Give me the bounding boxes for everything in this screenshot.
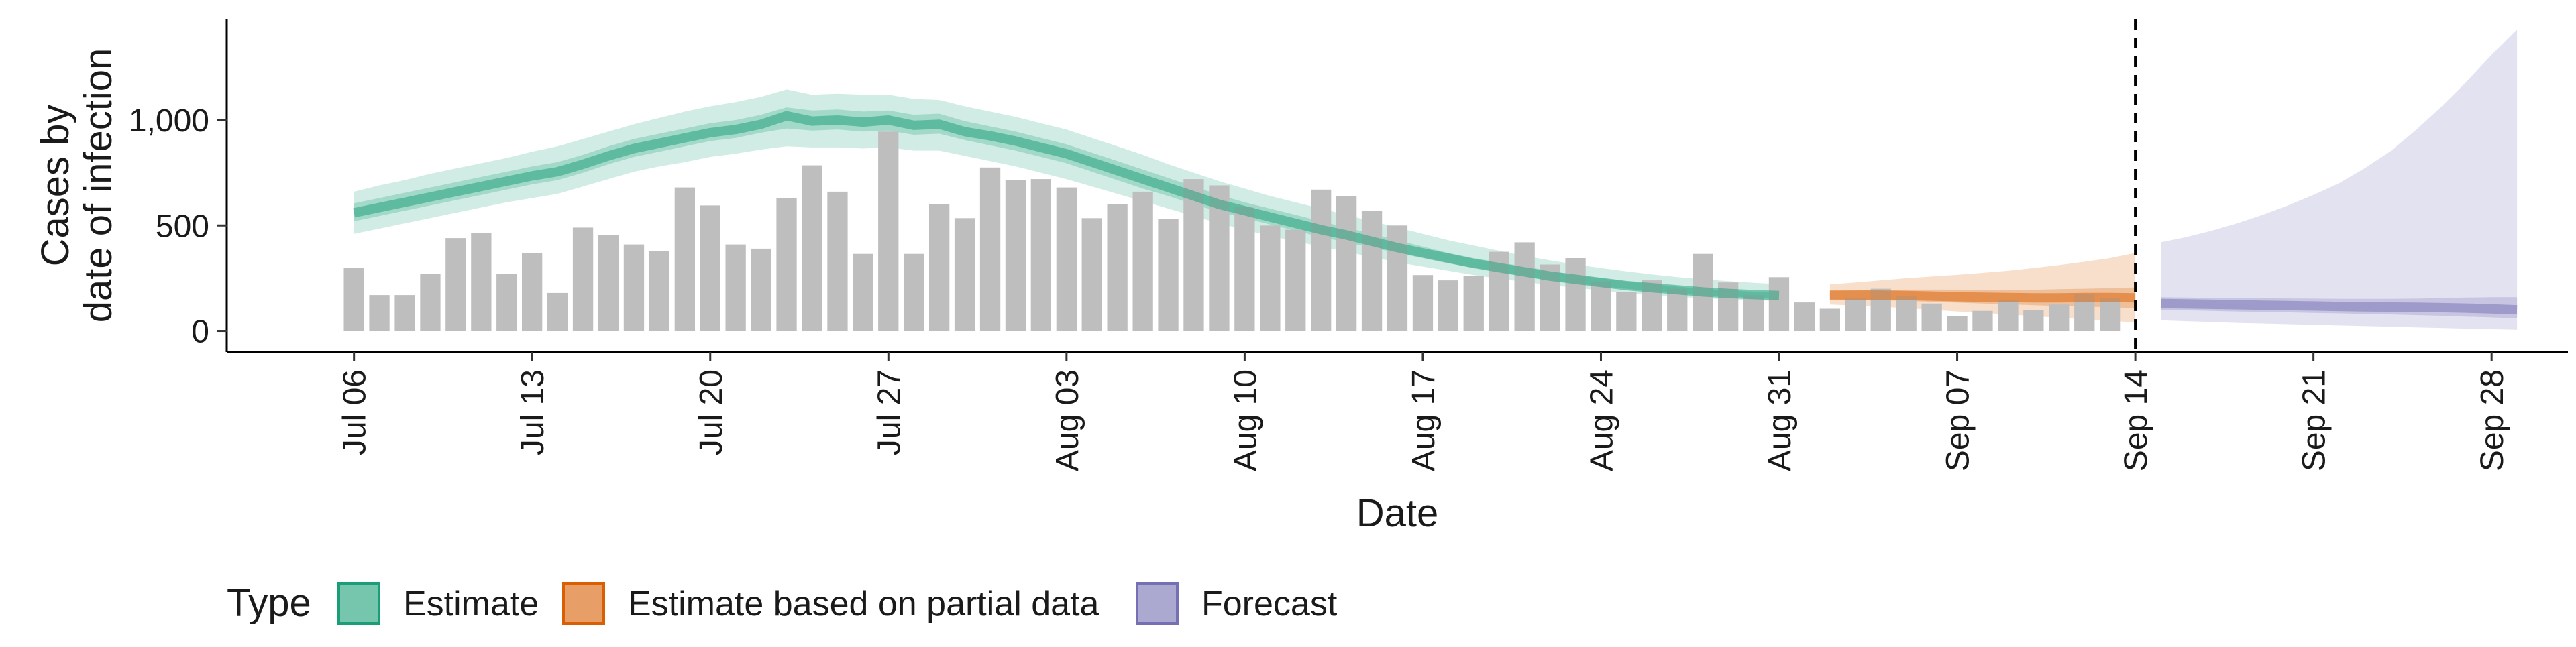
- bar: [1616, 292, 1637, 331]
- bar: [649, 251, 669, 331]
- bar: [1896, 296, 1917, 331]
- estimate-based-on-partial-data-median-line: [1829, 290, 2136, 303]
- x-tick-label: Aug 10: [1228, 369, 1263, 471]
- bar: [1565, 258, 1586, 331]
- bar: [496, 274, 517, 331]
- bar: [1361, 211, 1383, 331]
- bar: [1768, 277, 1790, 331]
- bar: [827, 191, 848, 331]
- bar: [598, 235, 619, 331]
- bar: [1463, 276, 1484, 331]
- x-tick-label: Jul 13: [515, 369, 551, 455]
- bar: [751, 248, 771, 331]
- legend-key-forecast: [1136, 582, 1179, 625]
- estimate-median-line: [353, 111, 1780, 300]
- bar: [853, 253, 873, 331]
- bar: [674, 187, 695, 331]
- bar: [776, 198, 797, 331]
- bar: [1947, 316, 1968, 331]
- x-tick-label: Jul 27: [871, 369, 907, 455]
- bar: [2100, 298, 2121, 331]
- legend-label-estimate: Estimate: [403, 585, 539, 624]
- bar: [700, 205, 720, 331]
- bar: [420, 274, 441, 331]
- bar: [2049, 304, 2070, 331]
- y-tick-label: 1,000: [129, 103, 209, 139]
- bar: [954, 218, 975, 331]
- bar: [343, 268, 364, 331]
- x-tick-label: Aug 17: [1406, 369, 1442, 471]
- bar: [471, 233, 492, 331]
- bar: [1336, 196, 1357, 331]
- bar: [1412, 275, 1434, 331]
- forecast-median-line: [2160, 298, 2518, 315]
- bar: [369, 295, 390, 331]
- forecast-band-90: [2161, 29, 2518, 330]
- legend-key-estimate: [337, 582, 380, 625]
- bar: [1005, 180, 1026, 331]
- bar: [1132, 191, 1153, 331]
- y-tick-label: 0: [191, 314, 209, 350]
- bar: [1667, 288, 1688, 331]
- x-tick-label: Sep 21: [2297, 369, 2332, 471]
- bar: [1819, 308, 1840, 331]
- bar: [1921, 303, 1942, 331]
- x-tick-label: Aug 31: [1762, 369, 1798, 471]
- legend-label-forecast: Forecast: [1201, 585, 1338, 624]
- x-tick-label: Sep 14: [2118, 369, 2154, 471]
- legend-title: Type: [227, 581, 311, 625]
- bar: [1591, 281, 1611, 331]
- bar: [979, 167, 1001, 331]
- x-tick-label: Aug 24: [1584, 369, 1619, 471]
- bar: [445, 238, 466, 331]
- legend-key-estimate-based-on-partial-data: [562, 582, 605, 625]
- bar: [2023, 310, 2044, 331]
- bars: [343, 131, 2121, 331]
- bar: [623, 244, 645, 331]
- legend: Type Estimate Estimate based on partial da…: [227, 581, 1338, 625]
- bar: [1794, 302, 1815, 331]
- bar: [1158, 219, 1179, 331]
- bar: [878, 131, 899, 331]
- bar: [1056, 187, 1077, 331]
- bar: [1998, 300, 2019, 331]
- legend-label-estimate-based-on-partial-data: Estimate based on partial data: [628, 585, 1099, 624]
- x-tick-label: Jul 06: [337, 369, 373, 455]
- bar: [547, 292, 568, 331]
- bar: [1260, 225, 1281, 331]
- bar: [1845, 298, 1866, 331]
- bar: [522, 253, 543, 331]
- bar: [1234, 207, 1255, 331]
- bar: [572, 227, 594, 331]
- x-axis-title: Date: [1356, 491, 1439, 535]
- y-tick-label: 500: [156, 209, 209, 244]
- axes: 0 500 1,000 Jul 06 Jul 13 Jul 20 Jul 27 Aug 03 A…: [34, 19, 2568, 535]
- bar: [1081, 218, 1102, 331]
- bar: [1285, 229, 1306, 331]
- x-tick-label: Sep 07: [1941, 369, 1976, 471]
- bar: [929, 204, 950, 331]
- x-tick-label: Jul 20: [694, 369, 729, 455]
- bar: [1743, 295, 1764, 331]
- x-tick-label: Sep 28: [2475, 369, 2510, 471]
- bar: [725, 244, 746, 331]
- bar: [904, 253, 924, 331]
- y-axis-title: Cases bydate of infection: [34, 48, 120, 323]
- bar: [394, 295, 415, 331]
- x-tick-label: Aug 03: [1050, 369, 1085, 471]
- bar: [1972, 310, 1993, 331]
- bar: [802, 165, 822, 331]
- bar: [1183, 179, 1204, 331]
- bar: [1107, 204, 1128, 331]
- bar: [1438, 280, 1458, 331]
- estimate-band-90: [354, 89, 1780, 301]
- bar: [1514, 242, 1535, 331]
- median-lines: [353, 111, 2518, 315]
- bar: [1030, 179, 1051, 331]
- bar: [1311, 189, 1332, 331]
